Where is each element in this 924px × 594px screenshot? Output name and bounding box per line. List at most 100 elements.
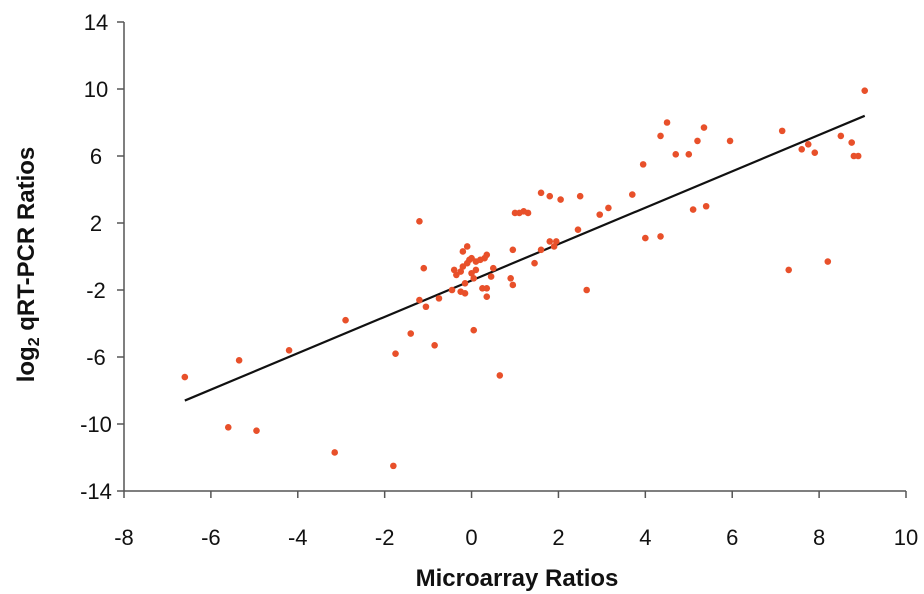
y-tick-label: -6 [86, 345, 106, 370]
data-point [392, 350, 399, 357]
y-tick-label: -10 [80, 412, 112, 437]
data-point [663, 119, 671, 126]
data-point [483, 251, 491, 259]
data-point [552, 238, 560, 245]
data-point [331, 449, 339, 456]
data-point [422, 303, 430, 311]
y-tick-label: 14 [84, 10, 108, 35]
data-point [450, 266, 458, 274]
data-point [837, 132, 845, 140]
data-point [785, 266, 792, 274]
data-points [181, 87, 869, 470]
data-point [483, 293, 491, 301]
data-point [509, 246, 517, 254]
data-point [861, 87, 869, 94]
data-point [798, 146, 806, 153]
x-tick-label: -2 [375, 525, 395, 550]
x-tick-label: -8 [114, 525, 134, 550]
data-point [461, 290, 469, 297]
data-point [642, 234, 649, 242]
data-point [550, 243, 558, 250]
data-point [342, 316, 349, 324]
data-point [448, 286, 456, 294]
y-tick-label: 10 [84, 77, 108, 102]
trendline-layer [184, 114, 866, 402]
y-axis-title-main: log [13, 346, 40, 382]
data-point [824, 258, 832, 265]
data-point [685, 151, 693, 158]
data-point [489, 264, 497, 272]
data-point [416, 296, 423, 304]
data-point [496, 372, 504, 379]
data-point [459, 248, 467, 255]
data-point [702, 202, 710, 210]
data-point [461, 280, 469, 287]
y-tick-label: 2 [90, 211, 102, 236]
data-point [694, 137, 701, 145]
data-point [470, 274, 478, 282]
y-tick-label: -14 [80, 479, 112, 504]
data-point [472, 266, 480, 274]
data-point [811, 149, 819, 156]
x-tick-label: 0 [465, 525, 477, 550]
tick-labels: -14 -10 -6 -2 2 6 10 14 -8 -6 -4 -2 0 2 4 6 8 10 [80, 10, 918, 550]
data-point [507, 274, 514, 282]
data-point [531, 259, 538, 267]
data-point [224, 424, 232, 431]
data-point [416, 218, 423, 225]
y-tick-label: -2 [86, 278, 106, 303]
data-point [435, 295, 443, 302]
data-point [583, 286, 590, 294]
x-tick-label: -4 [288, 525, 308, 550]
data-point [804, 140, 812, 148]
data-point [605, 204, 612, 212]
data-point [576, 192, 584, 200]
y-axis-title-subscript: 2 [26, 337, 43, 346]
y-axis-title: log2 qRT-PCR Ratios [13, 147, 43, 383]
x-tick-label: 8 [813, 525, 825, 550]
y-tick-label: 6 [90, 144, 102, 169]
data-point [689, 206, 697, 213]
data-point [390, 462, 397, 470]
x-tick-label: 6 [726, 525, 738, 550]
data-point [596, 211, 604, 218]
trendline [184, 114, 866, 402]
x-tick-label: -6 [201, 525, 221, 550]
data-point [235, 357, 243, 364]
data-point [629, 191, 636, 198]
data-point [487, 273, 495, 280]
y-axis-title-rest: qRT-PCR Ratios [13, 147, 40, 338]
data-point [524, 209, 532, 217]
data-point [470, 326, 478, 334]
x-tick-label: 4 [639, 525, 651, 550]
data-point [546, 238, 554, 245]
data-point [848, 139, 855, 146]
data-point [778, 127, 786, 135]
data-point [700, 124, 708, 131]
axes [123, 22, 906, 492]
data-point [509, 281, 517, 289]
data-point [253, 427, 260, 435]
data-point [574, 226, 582, 233]
x-axis-title: Microarray Ratios [416, 565, 619, 592]
data-point [181, 373, 189, 381]
data-point [854, 152, 862, 160]
data-point [546, 192, 554, 200]
data-point [537, 189, 545, 197]
x-tick-label: 2 [552, 525, 564, 550]
data-point [463, 243, 471, 250]
data-point [407, 330, 415, 337]
data-point [657, 132, 664, 140]
data-point [285, 347, 293, 354]
data-point [457, 268, 464, 275]
data-point [483, 285, 491, 292]
data-point [726, 137, 734, 145]
data-point [431, 341, 438, 349]
data-point [657, 233, 664, 240]
data-point [537, 246, 545, 254]
data-point [557, 196, 564, 203]
data-point [639, 161, 647, 168]
x-tick-label: 10 [894, 525, 918, 550]
data-point [672, 151, 680, 158]
